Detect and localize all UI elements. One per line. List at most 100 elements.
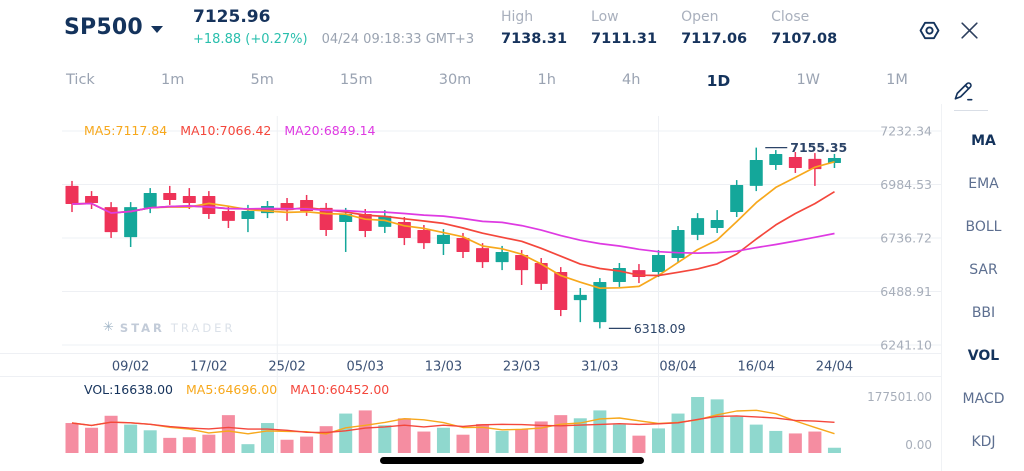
candle-body [827, 158, 841, 164]
annotation-label: 6318.09 [634, 321, 686, 336]
volume-axis-label: 177501.00 [867, 390, 932, 404]
candle-body [221, 210, 235, 221]
indicator-boll[interactable]: BOLL [965, 219, 1002, 235]
volume-bar [241, 444, 255, 453]
volume-bar [300, 436, 314, 453]
startrader-watermark: ✳ STAR TRADER [103, 320, 236, 335]
volume-bar [554, 415, 568, 453]
candle-body [593, 281, 607, 323]
volume-bar [319, 426, 333, 453]
tab-1m[interactable]: 1M [886, 72, 908, 88]
date-axis-label: 31/03 [581, 360, 618, 375]
volume-bar [221, 415, 235, 453]
candle-body [691, 218, 705, 235]
indicator-ma[interactable]: MA [971, 133, 996, 149]
date-axis-label: 25/02 [268, 360, 305, 375]
volume-bar [104, 415, 118, 453]
symbol-selector[interactable]: SP500 [64, 15, 163, 40]
volume-bar [827, 447, 841, 453]
quote-timestamp: 04/24 09:18:33 GMT+3 [321, 32, 475, 47]
volume-bar [495, 430, 509, 453]
date-axis-label: 13/03 [425, 360, 462, 375]
tab-1w[interactable]: 1W [796, 72, 820, 88]
indicator-vol[interactable]: VOL [967, 348, 1000, 364]
volume-bar [691, 397, 705, 453]
tab-1m[interactable]: 1m [160, 72, 185, 88]
date-axis-label: 08/04 [659, 360, 696, 375]
candle-body [749, 160, 763, 186]
volume-bar [436, 427, 450, 453]
volume-value-label: MA5:64696.00 [186, 382, 278, 397]
indicator-ema[interactable]: EMA [968, 176, 999, 192]
volume-bar [534, 421, 548, 453]
home-indicator[interactable] [380, 457, 644, 464]
tab-4h[interactable]: 4h [622, 72, 641, 88]
volume-bar [671, 413, 685, 453]
pencil-icon[interactable] [950, 78, 976, 104]
price-change: +18.88 (+0.27%) [193, 32, 308, 47]
indicator-macd[interactable]: MACD [962, 391, 1005, 407]
volume-bar [808, 431, 822, 453]
candle-body [671, 229, 685, 259]
tab-1h[interactable]: 1h [537, 72, 556, 88]
tab-5m[interactable]: 5m [250, 72, 274, 88]
candle-body [85, 196, 99, 203]
price-axis-label: 7232.34 [880, 124, 932, 139]
ma10-line [71, 190, 835, 277]
price-axis-label: 6488.91 [880, 284, 932, 299]
ma-value-label: MA10:7066.42 [180, 123, 272, 138]
tab-tick[interactable]: Tick [66, 72, 95, 88]
stat-high: High 7138.31 [501, 9, 567, 47]
tab-1d[interactable]: 1D [706, 72, 731, 90]
candle-body [436, 234, 450, 244]
candle-body [124, 207, 138, 238]
candle-body [515, 254, 529, 271]
volume-bar [339, 413, 353, 453]
indicator-bbi[interactable]: BBI [971, 305, 996, 321]
candle-body [476, 248, 490, 263]
indicator-kdj[interactable]: KDJ [971, 434, 996, 450]
volume-bar [769, 430, 783, 453]
volume-bar [632, 435, 646, 453]
symbol-name: SP500 [64, 15, 143, 40]
candle-body [163, 193, 177, 200]
candle-body [182, 196, 196, 203]
volume-bar [397, 418, 411, 453]
candle-body [143, 193, 157, 208]
volume-axis-label: 0.00 [905, 438, 932, 452]
candle-body [652, 254, 665, 273]
volume-bar [202, 434, 216, 453]
volume-bar [163, 437, 177, 453]
tab-30m[interactable]: 30m [438, 72, 472, 88]
date-axis-label: 23/03 [503, 360, 540, 375]
volume-bar [788, 433, 802, 453]
volume-bar [417, 431, 431, 453]
volume-values-overlay: VOL:16638.00 MA5:64696.00 MA10:60452.00 [84, 382, 389, 397]
stat-value: 7111.31 [591, 31, 658, 47]
stat-low: Low 7111.31 [591, 9, 657, 47]
indicator-sidebar: MA EMA BOLL SAR BBI VOL MACD KDJ [941, 104, 1024, 471]
volume-bar [593, 410, 607, 453]
gear-icon[interactable] [917, 18, 942, 43]
stat-open: Open 7117.06 [681, 9, 747, 47]
candle-body [456, 237, 470, 252]
price-axis-label: 6241.10 [880, 338, 932, 353]
tab-15m[interactable]: 15m [340, 72, 373, 88]
candle-body [788, 156, 802, 168]
close-icon[interactable] [959, 20, 980, 41]
ohlc-stats: High 7138.31 Low 7111.31 Open 7117.06 Close 710… [501, 9, 837, 47]
indicator-sar[interactable]: SAR [969, 262, 998, 278]
price-axis-label: 6736.72 [880, 231, 932, 246]
chevron-down-icon [150, 25, 163, 33]
volume-bar [456, 434, 470, 453]
candle-body [495, 251, 509, 263]
volume-bar [85, 427, 99, 453]
volume-value-label: MA10:60452.00 [290, 382, 390, 397]
candle-body [730, 185, 744, 213]
date-axis-label: 16/04 [738, 360, 775, 375]
volume-bar [65, 423, 79, 453]
price-chart[interactable]: 7232.34 6984.53 6736.72 6488.91 6241.10 09/02… [0, 100, 941, 471]
stat-value: 7107.08 [771, 31, 838, 47]
timeframe-tabs: Tick 1m 5m 15m 30m 1h 4h 1D 1W 1M [64, 70, 910, 92]
volume-bar [358, 410, 372, 453]
